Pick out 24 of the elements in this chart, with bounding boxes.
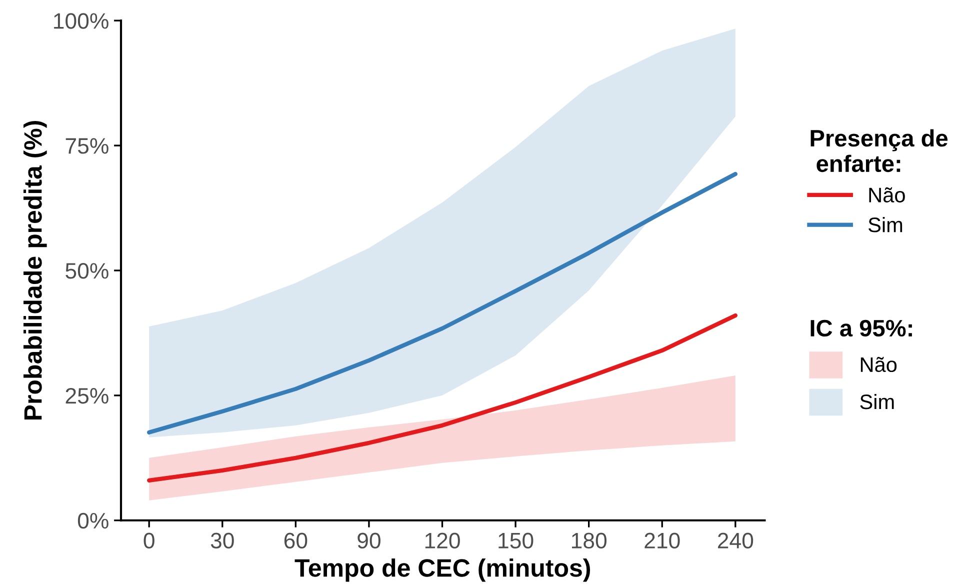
legend-label: Não [860,356,897,372]
x-tick-label: 240 [718,532,754,549]
legend-label: Sim [860,394,894,410]
y-tick-label: 100% [54,13,108,29]
x-tick-label: 120 [425,532,460,549]
line-series [147,313,738,482]
line-series [147,172,738,434]
y-tick-label: 50% [66,263,108,279]
y-tick-label: 0% [78,512,108,529]
text: Sim [868,216,902,232]
x-tick-label: 90 [358,532,380,549]
x-tick-label: 60 [284,532,308,549]
x-tick-label: 180 [572,532,606,549]
text: Presença de enfarte: [810,129,948,172]
text: IC a 95%: [810,320,912,337]
y-axis-title: Probabilidade predita (%) [24,121,47,420]
x-tick-label: 210 [644,532,680,549]
y-tick-label: 75% [66,138,108,154]
x-tick-label: 30 [210,532,234,549]
y-tick-label: 25% [66,388,108,404]
text: Não [869,187,905,202]
x-tick-label: 150 [498,532,534,549]
x-axis-title: Tempo de CEC (minutos) [294,558,590,582]
x-tick-label: 0 [144,532,154,549]
